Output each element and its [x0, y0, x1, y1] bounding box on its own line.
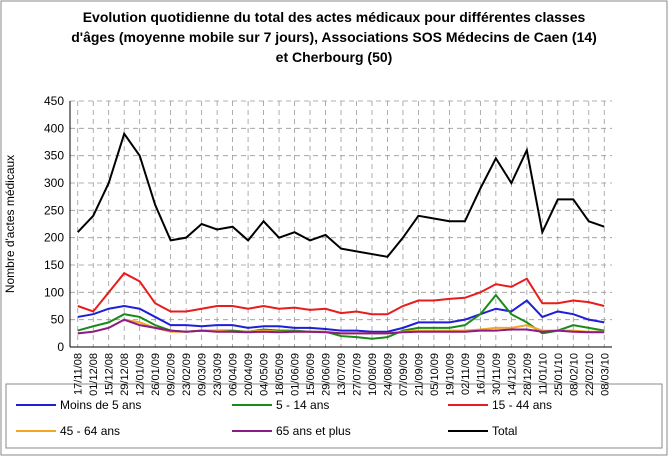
y-tick-label: 100 — [44, 285, 64, 299]
x-tick-label: 12/01/09 — [135, 353, 147, 396]
legend-box — [5, 383, 663, 449]
x-tick-label: 04/05/09 — [259, 353, 271, 396]
x-tick-label: 16/11/09 — [475, 353, 487, 395]
legend-label: Total — [492, 424, 517, 438]
x-tick-label: 29/06/09 — [321, 353, 333, 396]
chart-title: Evolution quotidienne du total des actes… — [83, 9, 586, 25]
x-tick-label: 08/03/10 — [599, 353, 611, 396]
x-tick-label: 01/06/09 — [290, 353, 302, 396]
x-tick-label: 26/01/09 — [150, 353, 162, 396]
y-tick-label: 400 — [44, 121, 64, 135]
x-tick-label: 05/10/09 — [429, 353, 441, 396]
legend-label: 5 - 14 ans — [276, 398, 329, 412]
y-axis-label: Nombre d'actes médicaux — [3, 155, 17, 293]
x-tick-label: 18/05/09 — [274, 353, 286, 396]
y-tick-label: 350 — [44, 149, 64, 163]
x-tick-label: 15/06/09 — [305, 353, 317, 396]
chart-title: d'âges (moyenne mobile sur 7 jours), Ass… — [71, 29, 597, 45]
x-tick-label: 07/09/09 — [398, 353, 410, 396]
x-tick-label: 15/12/08 — [104, 353, 116, 396]
y-tick-label: 250 — [44, 203, 64, 217]
series-line — [77, 131, 605, 258]
x-tick-label: 29/12/08 — [119, 353, 131, 396]
y-tick-label: 50 — [51, 313, 65, 327]
legend-label: Moins de 5 ans — [60, 398, 141, 412]
y-tick-label: 0 — [57, 340, 64, 354]
x-tick-label: 20/04/09 — [243, 353, 255, 396]
x-tick-label: 09/03/09 — [197, 353, 209, 396]
x-tick-label: 22/02/10 — [584, 353, 596, 396]
x-tick-label: 08/02/10 — [568, 353, 580, 396]
x-tick-label: 11/01/10 — [537, 353, 549, 395]
legend-label: 65 ans et plus — [276, 424, 351, 438]
y-tick-label: 150 — [44, 258, 64, 272]
x-tick-label: 25/01/10 — [553, 353, 565, 396]
x-tick-label: 28/12/09 — [522, 353, 534, 396]
chart-title: et Cherbourg (50) — [276, 49, 393, 65]
x-tick-label: 10/08/09 — [367, 353, 379, 396]
series-line — [77, 271, 605, 316]
y-tick-label: 200 — [44, 231, 64, 245]
series-line — [77, 318, 605, 335]
x-tick-label: 01/12/08 — [88, 353, 100, 396]
x-tick-label: 19/10/09 — [444, 353, 456, 396]
x-tick-label: 23/02/09 — [181, 353, 193, 396]
series-line — [77, 299, 605, 333]
x-tick-label: 02/11/09 — [460, 353, 472, 395]
x-tick-label: 23/03/09 — [212, 353, 224, 396]
y-tick-label: 300 — [44, 176, 64, 190]
x-tick-label: 24/08/09 — [382, 353, 394, 396]
y-tick-label: 450 — [44, 94, 64, 108]
x-tick-label: 30/11/09 — [491, 353, 503, 395]
legend-label: 45 - 64 ans — [60, 424, 120, 438]
x-tick-label: 27/07/09 — [351, 353, 363, 396]
x-tick-label: 06/04/09 — [228, 353, 240, 396]
x-tick-label: 17/11/08 — [73, 353, 85, 395]
x-tick-label: 14/12/09 — [506, 353, 518, 396]
x-tick-label: 09/02/09 — [166, 353, 178, 396]
x-tick-label: 21/09/09 — [413, 353, 425, 396]
x-tick-label: 13/07/09 — [336, 353, 348, 396]
legend-label: 15 - 44 ans — [492, 398, 552, 412]
